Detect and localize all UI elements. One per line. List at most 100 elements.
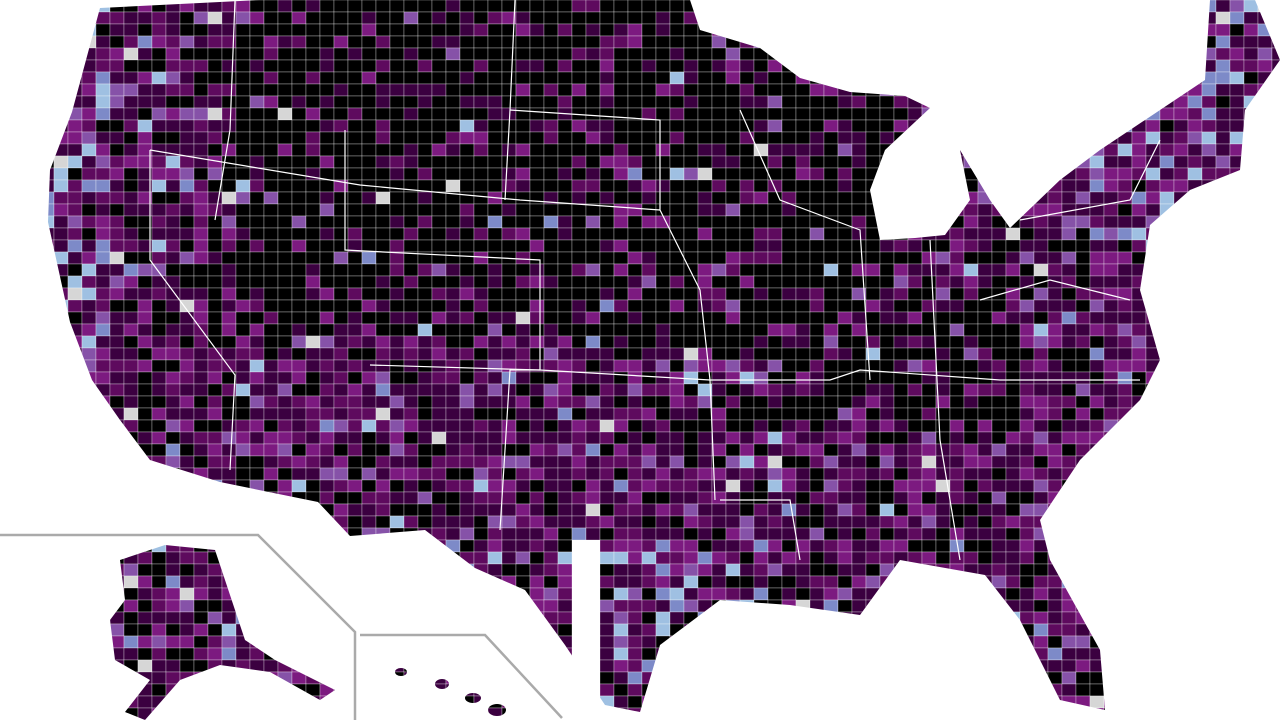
county xyxy=(1075,239,1091,253)
county xyxy=(53,107,69,121)
county xyxy=(1257,95,1273,109)
county xyxy=(669,299,685,313)
county xyxy=(739,431,755,445)
county xyxy=(613,443,629,457)
county xyxy=(1005,527,1021,541)
county xyxy=(977,35,993,49)
county xyxy=(1187,635,1203,649)
county xyxy=(207,95,223,109)
county xyxy=(669,107,685,121)
county xyxy=(417,191,433,205)
county xyxy=(613,611,629,625)
county xyxy=(235,119,251,133)
county xyxy=(459,287,475,301)
county xyxy=(1019,335,1035,349)
county xyxy=(865,659,881,673)
county xyxy=(319,59,335,73)
county xyxy=(613,311,629,325)
county xyxy=(179,335,195,349)
county xyxy=(193,515,209,529)
county xyxy=(921,407,937,421)
county xyxy=(1019,623,1035,637)
county xyxy=(1145,479,1161,493)
county xyxy=(193,179,209,193)
county xyxy=(305,479,321,493)
county xyxy=(515,59,531,73)
county xyxy=(1075,131,1091,145)
county xyxy=(67,551,83,565)
county xyxy=(1117,539,1133,553)
county xyxy=(599,251,615,265)
county xyxy=(1145,155,1161,169)
county xyxy=(711,23,727,37)
county xyxy=(613,467,629,481)
county xyxy=(1117,359,1133,373)
county xyxy=(781,503,797,517)
county xyxy=(571,407,587,421)
county xyxy=(487,443,503,457)
county xyxy=(641,455,657,469)
county xyxy=(1159,491,1175,505)
county xyxy=(1201,431,1217,445)
county xyxy=(1187,0,1203,13)
county xyxy=(81,215,97,229)
county xyxy=(291,659,307,673)
county xyxy=(165,383,181,397)
county xyxy=(599,35,615,49)
county xyxy=(683,587,699,601)
county xyxy=(235,347,251,361)
county xyxy=(1173,359,1189,373)
county xyxy=(1061,527,1077,541)
county xyxy=(403,95,419,109)
county xyxy=(459,275,475,289)
county xyxy=(473,155,489,169)
county xyxy=(123,443,139,457)
county xyxy=(165,275,181,289)
county xyxy=(641,143,657,157)
county xyxy=(837,251,853,265)
county xyxy=(613,539,629,553)
county xyxy=(963,95,979,109)
county xyxy=(487,323,503,337)
county xyxy=(459,455,475,469)
county xyxy=(1187,251,1203,265)
county xyxy=(683,299,699,313)
county xyxy=(165,575,181,589)
county xyxy=(53,167,69,181)
county xyxy=(319,11,335,25)
county xyxy=(1159,275,1175,289)
county xyxy=(1173,323,1189,337)
county xyxy=(1173,419,1189,433)
county xyxy=(445,251,461,265)
county xyxy=(347,167,363,181)
county xyxy=(95,431,111,445)
county xyxy=(977,323,993,337)
county xyxy=(823,275,839,289)
county xyxy=(263,503,279,517)
county xyxy=(725,539,741,553)
county xyxy=(277,47,293,61)
county xyxy=(795,83,811,97)
county xyxy=(319,263,335,277)
county xyxy=(1117,11,1133,25)
county xyxy=(487,35,503,49)
county xyxy=(753,191,769,205)
county xyxy=(1019,263,1035,277)
county xyxy=(557,455,573,469)
county xyxy=(515,71,531,85)
county xyxy=(53,131,69,145)
county xyxy=(781,215,797,229)
county xyxy=(739,599,755,613)
county xyxy=(389,587,405,601)
county xyxy=(571,263,587,277)
county xyxy=(473,323,489,337)
county xyxy=(613,635,629,649)
county xyxy=(487,83,503,97)
county xyxy=(753,275,769,289)
county xyxy=(1061,323,1077,337)
county xyxy=(1173,503,1189,517)
county xyxy=(515,455,531,469)
county xyxy=(1145,635,1161,649)
county xyxy=(151,167,167,181)
county xyxy=(361,287,377,301)
